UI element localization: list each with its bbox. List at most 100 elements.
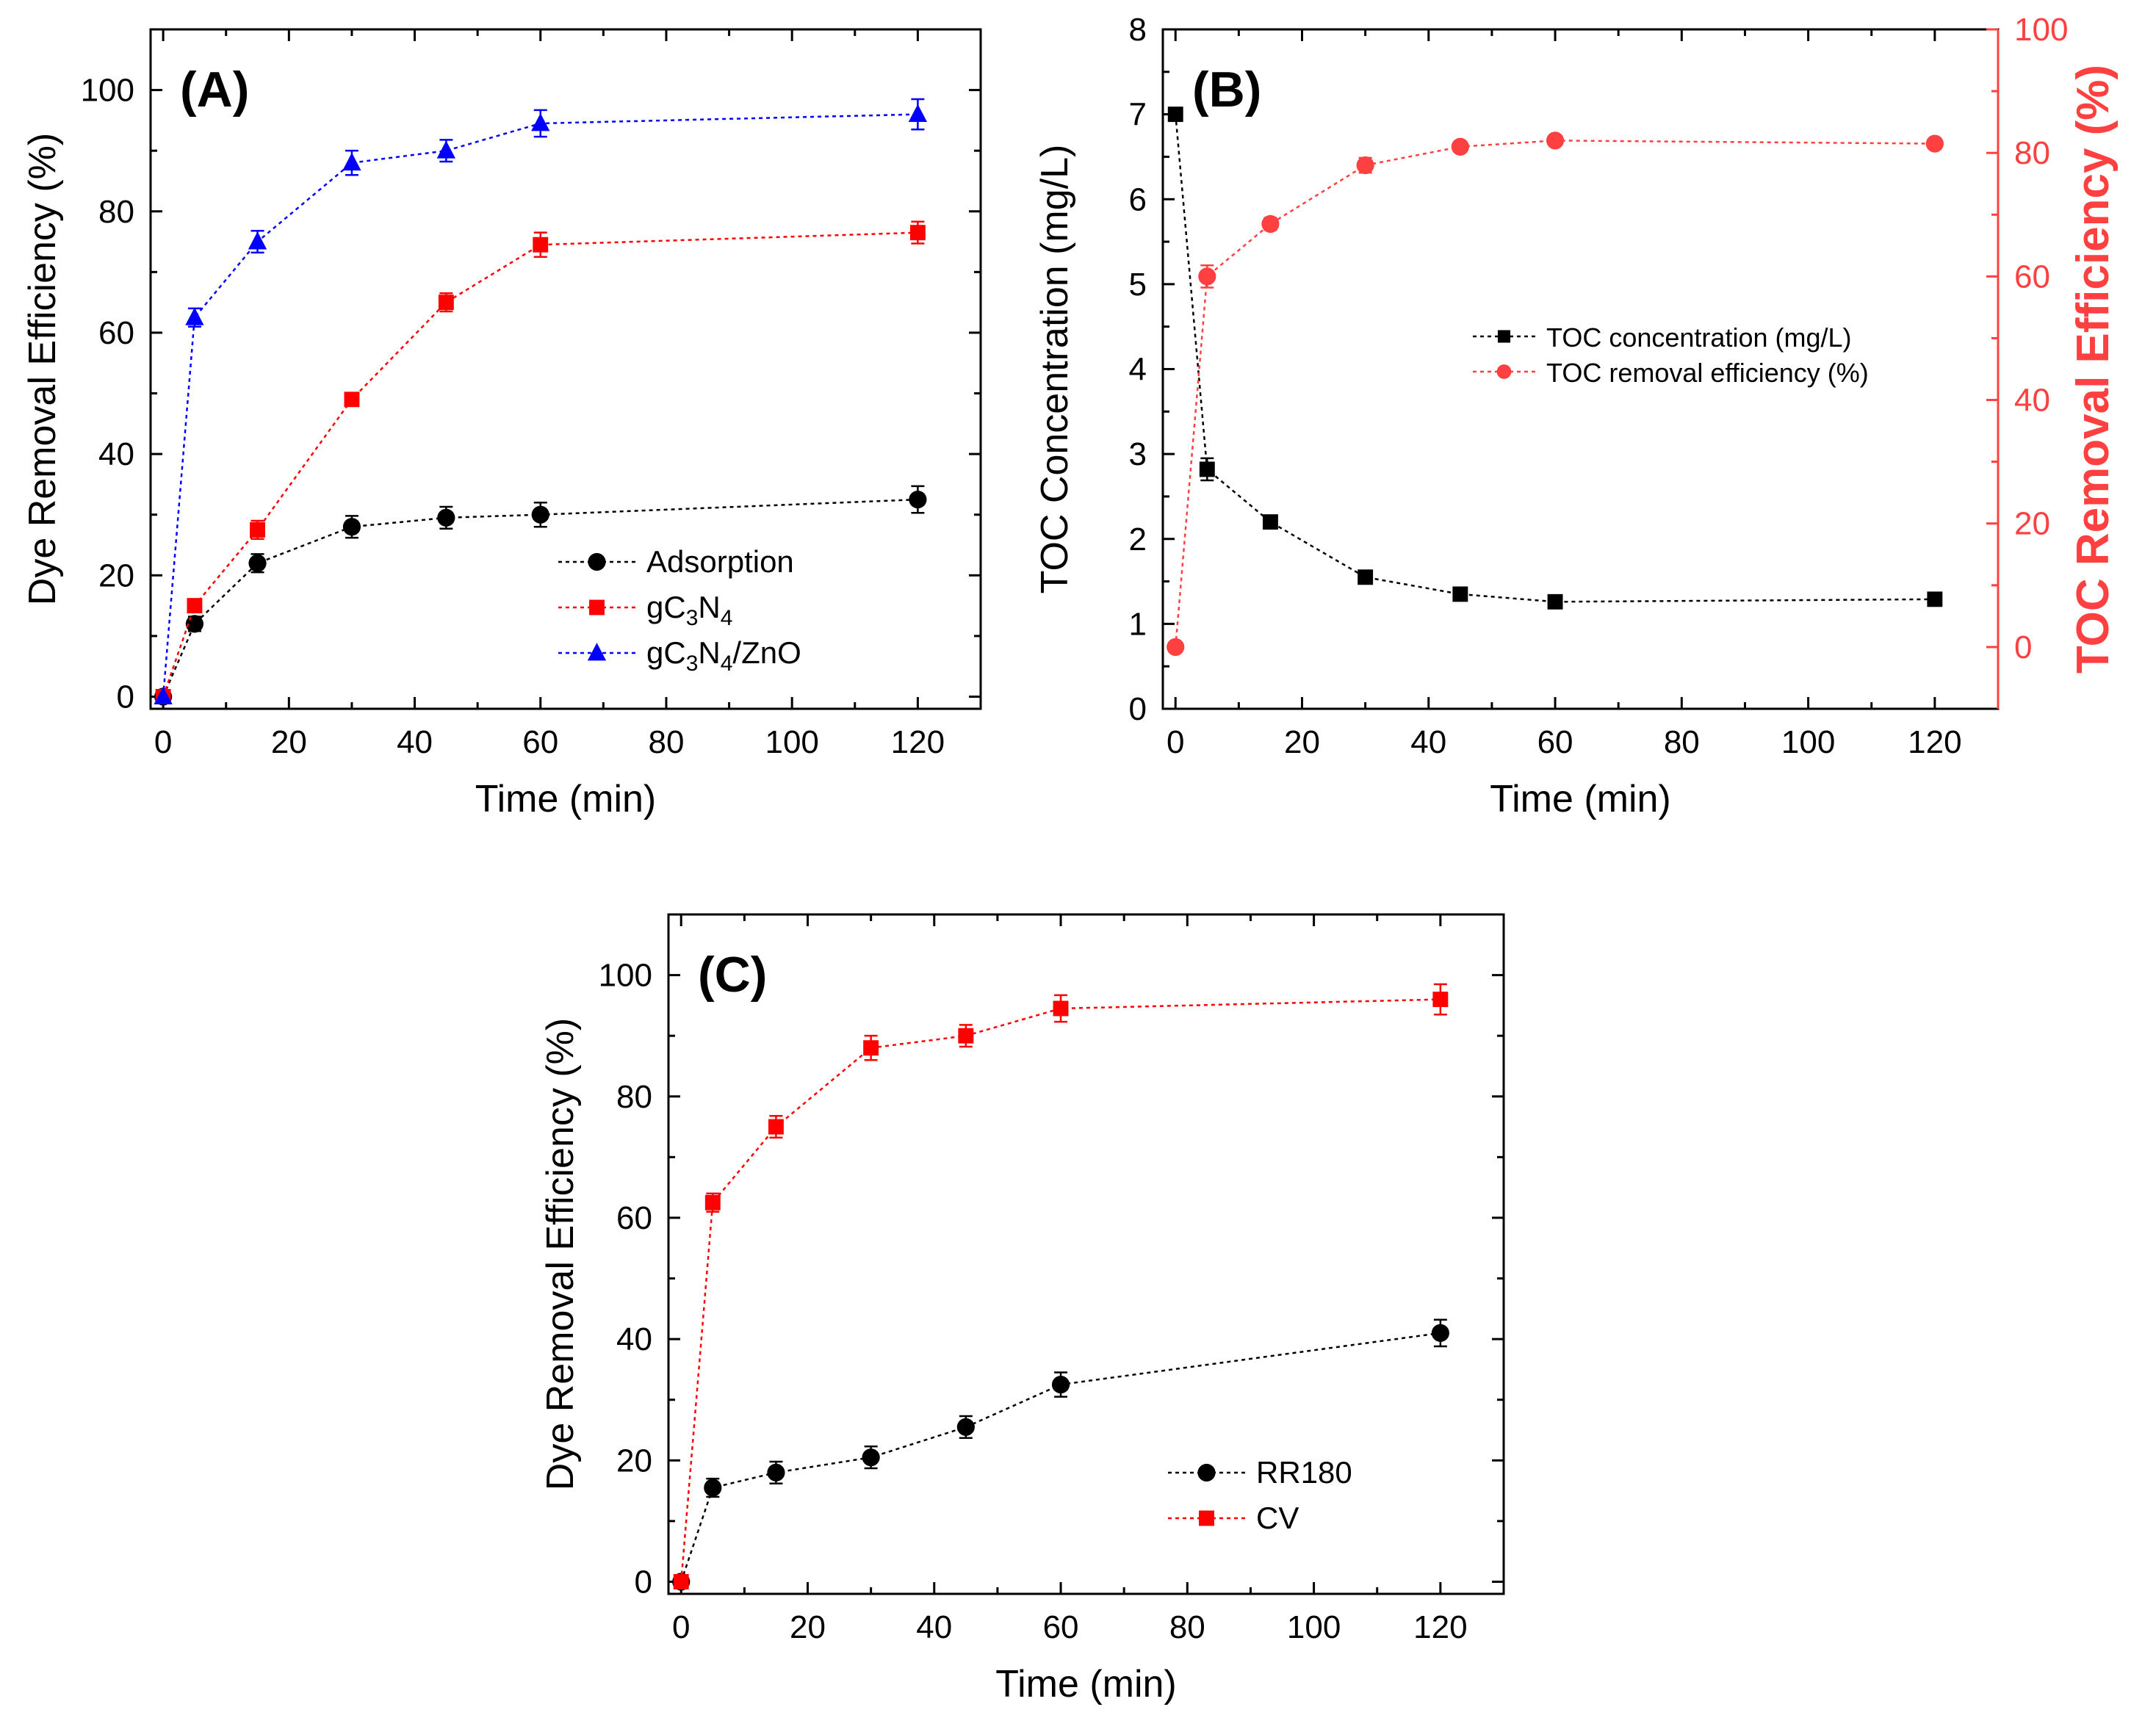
series-3: [154, 98, 928, 704]
legend-label: gC3N4/ZnO: [646, 635, 801, 676]
data-point: [909, 225, 926, 241]
data-point: [768, 1119, 784, 1135]
data-point: [154, 686, 173, 704]
panel-label: (B): [1192, 62, 1261, 118]
y-tick-label: 20: [98, 557, 134, 593]
x-tick-label: 120: [1413, 1609, 1467, 1645]
x-tick-label: 40: [916, 1609, 952, 1645]
legend-label: CV: [1256, 1501, 1299, 1535]
legend-label: TOC removal efficiency (%): [1546, 358, 1869, 388]
x-tick-label: 60: [522, 724, 558, 760]
y-tick-label: 5: [1129, 267, 1147, 303]
plot-frame: [149, 28, 982, 710]
legend-marker: [1199, 1510, 1214, 1526]
data-point: [1198, 267, 1216, 286]
series-line: [679, 998, 1441, 1582]
legend-marker: [589, 599, 605, 616]
series-1: [1167, 107, 1943, 610]
legend-label: gC3N4: [646, 590, 732, 630]
y-tick-label: 40: [98, 436, 134, 472]
y-tick-label: 60: [98, 315, 134, 351]
data-point: [1356, 156, 1374, 175]
series-line: [162, 498, 918, 697]
x-tick-label: 100: [1287, 1609, 1341, 1645]
data-point: [344, 391, 360, 408]
data-point: [187, 598, 203, 614]
y-tick-label: 100: [599, 958, 652, 994]
legend-marker: [1197, 1463, 1216, 1482]
data-point: [248, 554, 267, 572]
x-tick-label: 20: [1284, 724, 1320, 760]
plot-frame: [667, 913, 1505, 1595]
x-tick-label: 100: [1781, 724, 1835, 760]
y-axis-label: TOC Concentration (mg/L): [1034, 145, 1076, 594]
data-point: [1546, 131, 1565, 150]
x-axis-label: Time (min): [995, 1663, 1177, 1706]
y-tick-label: 6: [1129, 181, 1147, 217]
data-point: [908, 104, 928, 123]
x-tick-label: 0: [672, 1609, 690, 1645]
series-line: [1174, 140, 1935, 648]
x-tick-label: 60: [1537, 724, 1573, 760]
y-axis-label: Dye Removal Efficiency (%): [21, 133, 64, 605]
y-tick-label: 80: [616, 1079, 652, 1115]
legend-marker: [588, 552, 606, 571]
legend: Adsorption gC3N4 gC3N4/ZnO: [558, 544, 801, 676]
x-tick-label: 20: [271, 724, 307, 760]
legend-label: Adsorption: [646, 544, 794, 579]
series-1: [154, 485, 927, 706]
data-point: [342, 518, 361, 536]
panel-label: (C): [698, 947, 767, 1003]
x-tick-label: 80: [648, 724, 684, 760]
legend-marker: [1496, 364, 1512, 379]
y-tick-label: 4: [1129, 352, 1147, 388]
y-axis-label: Dye Removal Efficiency (%): [539, 1018, 582, 1490]
data-point: [704, 1194, 721, 1210]
legend: TOC concentration (mg/L) TOC removal effi…: [1473, 322, 1869, 388]
x-tick-label: 20: [790, 1609, 826, 1645]
series-line: [162, 231, 918, 697]
x-tick-label: 80: [1664, 724, 1700, 760]
data-point: [1199, 461, 1215, 477]
legend: RR180 CV: [1168, 1455, 1352, 1535]
data-point: [185, 307, 204, 325]
data-point: [1547, 593, 1563, 610]
data-point: [958, 1028, 974, 1044]
legend-label: RR180: [1256, 1455, 1352, 1490]
y-tick-label: 1: [1129, 606, 1147, 642]
data-point: [531, 113, 550, 131]
series-line: [162, 113, 918, 697]
data-point: [862, 1448, 880, 1467]
x-tick-label: 60: [1043, 1609, 1079, 1645]
data-point: [1431, 1324, 1449, 1342]
y-tick-label: 7: [1129, 97, 1147, 133]
y-right-tick-label: 80: [2014, 135, 2050, 171]
data-point: [1925, 134, 1944, 153]
data-point: [1261, 214, 1280, 233]
data-point: [436, 140, 455, 159]
y-tick-label: 20: [616, 1443, 652, 1479]
x-tick-label: 80: [1169, 1609, 1205, 1645]
y-tick-label: 100: [81, 73, 134, 109]
y-right-tick-label: 0: [2014, 629, 2032, 665]
y-right-tick-label: 40: [2014, 383, 2050, 419]
data-point: [704, 1479, 722, 1497]
data-point: [437, 508, 455, 527]
data-point: [531, 505, 549, 524]
data-point: [1051, 1375, 1070, 1394]
y-tick-label: 60: [616, 1200, 652, 1236]
panel-b: 0 20 40 60 80 100 120012345678020406080100TOC …: [1034, 12, 2119, 820]
series-2: [673, 983, 1449, 1589]
data-point: [863, 1040, 879, 1056]
x-tick-label: 0: [154, 724, 172, 760]
y-right-axis-label: TOC Removal Efficiency (%): [2068, 65, 2119, 674]
data-point: [1451, 137, 1469, 156]
x-tick-label: 120: [891, 724, 945, 760]
series-2: [155, 220, 926, 704]
data-point: [767, 1463, 785, 1481]
y-right-tick-label: 60: [2014, 259, 2050, 295]
data-point: [1358, 569, 1374, 585]
y-right-tick-label: 100: [2014, 12, 2068, 48]
data-point: [250, 521, 265, 538]
y-right-tick-label: 20: [2014, 506, 2050, 542]
